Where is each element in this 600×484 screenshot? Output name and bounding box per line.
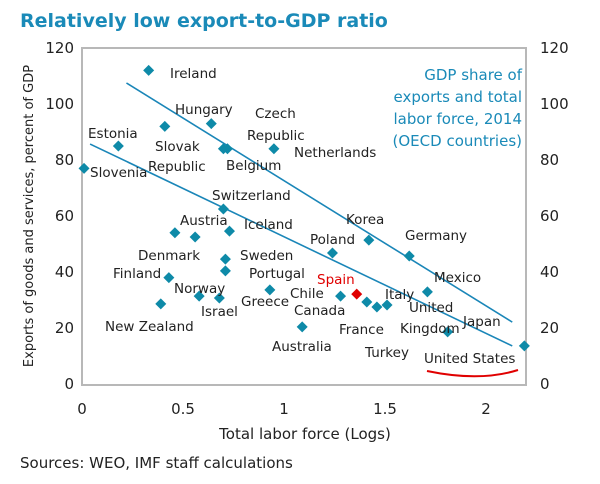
point-label: Republic [247,128,305,144]
data-point [268,143,280,155]
point-label: Kingdom [400,321,460,337]
data-point [159,120,171,132]
data-point [518,340,530,352]
point-label: United [409,300,453,316]
data-point [217,203,229,215]
x-tick-label: 0.5 [171,400,195,418]
data-point [371,301,383,313]
data-point [193,290,205,302]
data-point [421,286,433,298]
point-label: Japan [462,314,501,330]
point-label: Sweden [240,248,293,264]
data-point [189,231,201,243]
point-label: Spain [317,272,355,288]
y-tick-label-right: 60 [540,207,559,225]
y-tick-label-right: 40 [540,263,559,281]
point-label: Poland [310,232,355,248]
trend-line [126,82,513,323]
point-label: Finland [113,266,161,282]
data-point [143,64,155,76]
point-label: Slovak [155,139,200,155]
source-note: Sources: WEO, IMF staff calculations [20,454,293,472]
y-tick-label-left: 60 [55,207,74,225]
data-point [264,284,276,296]
data-point [363,234,375,246]
point-label: Austria [180,213,228,229]
data-point [223,225,235,237]
point-label: Switzerland [212,188,291,204]
data-point [351,288,363,300]
y-tick-label-right: 120 [540,39,569,57]
point-label: Mexico [434,270,481,286]
point-label: Turkey [364,345,409,361]
point-label: Estonia [88,126,138,142]
point-label: United States [424,351,515,367]
x-tick-label: 1.5 [373,400,397,418]
point-label: Portugal [249,266,305,282]
point-label: Norway [174,281,225,297]
point-label: Belgium [226,158,281,174]
data-point [155,298,167,310]
data-point [219,253,231,265]
annotation-line: GDP share of [424,66,523,84]
x-tick-label: 1 [279,400,289,418]
y-tick-label-left: 80 [55,151,74,169]
point-label: Australia [272,339,332,355]
point-label: Ireland [170,66,217,82]
point-label: Korea [346,212,384,228]
point-label: Canada [294,303,345,319]
y-tick-label-right: 100 [540,95,569,113]
point-label: Czech [255,106,296,122]
point-label: Republic [148,159,206,175]
y-tick-label-right: 0 [540,375,550,393]
point-label: Slovenia [90,165,147,181]
y-tick-label-right: 80 [540,151,559,169]
data-point [335,290,347,302]
data-point [296,321,308,333]
point-label: Netherlands [294,145,376,161]
trend-line [89,143,513,347]
y-tick-label-left: 120 [45,39,74,57]
red-underline [426,369,519,378]
x-axis-label: Total labor force (Logs) [218,425,391,443]
data-point [361,296,373,308]
annotation-line: (OECD countries) [393,132,522,150]
data-point [442,326,454,338]
y-tick-label-left: 20 [55,319,74,337]
y-tick-label-left: 40 [55,263,74,281]
data-point [169,227,181,239]
data-point [221,143,233,155]
x-tick-label: 0 [77,400,87,418]
data-point [326,247,338,259]
point-label: Italy [385,287,414,303]
x-tick-label: 2 [481,400,491,418]
point-label: Hungary [175,102,233,118]
data-point [112,140,124,152]
annotation-line: exports and total [394,88,522,106]
point-label: France [339,322,384,338]
y-tick-label-left: 0 [64,375,74,393]
y-tick-label-right: 20 [540,319,559,337]
point-label: Israel [201,304,238,320]
data-point [205,118,217,130]
data-point [163,272,175,284]
point-label: Greece [241,294,289,310]
point-label: Iceland [244,217,293,233]
point-label: Chile [290,286,324,302]
data-point [213,292,225,304]
point-label: Denmark [138,248,200,264]
data-point [219,265,231,277]
plot-area [81,47,527,386]
chart-title: Relatively low export-to-GDP ratio [20,10,388,32]
data-point [78,162,90,174]
annotation-line: labor force, 2014 [394,110,522,128]
point-label: New Zealand [105,319,194,335]
y-axis-label: Exports of goods and services, percent o… [22,65,37,367]
data-point [403,250,415,262]
data-point [381,299,393,311]
annotation: GDP share of exports and total labor force… [393,66,523,150]
point-label: Germany [405,228,467,244]
y-tick-label-left: 100 [45,95,74,113]
